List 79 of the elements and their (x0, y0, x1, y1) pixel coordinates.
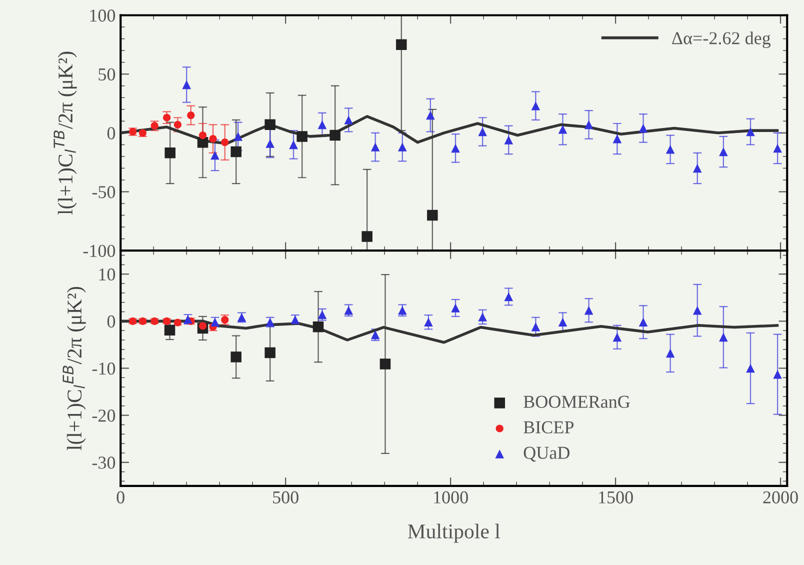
point (312, 321, 324, 332)
point (773, 144, 782, 153)
point (692, 164, 702, 173)
point (197, 136, 208, 148)
x-tick-label: 0 (116, 491, 124, 504)
point (558, 124, 568, 134)
point (504, 136, 514, 144)
point (162, 114, 171, 122)
point (666, 144, 675, 154)
point (773, 370, 782, 379)
point (230, 352, 242, 362)
point (182, 80, 191, 90)
y-tick-label: 50 (98, 68, 116, 81)
x-tick-label: 1000 (434, 491, 468, 504)
y-tick-label: -30 (92, 456, 116, 469)
y-axis-title: l(l+1)C$_{l}$$^{TB}$/2π (μK²) (54, 52, 77, 215)
y-tick-label: 10 (99, 268, 116, 281)
legend-label: QUaD (524, 446, 570, 462)
point (719, 332, 728, 342)
point (362, 231, 372, 242)
y-tick-label: 0 (107, 315, 116, 328)
point (531, 101, 540, 110)
point (380, 358, 391, 370)
point (289, 140, 298, 150)
point (210, 150, 220, 160)
legend-label: Δα=-2.62 deg (672, 32, 771, 48)
point (198, 131, 207, 140)
point (638, 124, 648, 133)
point (264, 119, 276, 130)
point (330, 130, 340, 141)
y-tick-label: -50 (92, 186, 116, 198)
point (638, 318, 648, 327)
point (396, 39, 407, 50)
point (264, 347, 276, 358)
point (612, 134, 622, 144)
y-tick-label: -20 (92, 410, 116, 422)
point (221, 138, 229, 146)
point (746, 127, 755, 136)
point (424, 318, 433, 327)
x-axis-title: Multipole l (408, 524, 500, 543)
point (584, 120, 594, 130)
point (234, 132, 242, 141)
point (209, 134, 217, 143)
point (370, 142, 380, 152)
y-tick-label: -100 (83, 244, 116, 258)
point (478, 312, 487, 322)
point (451, 304, 460, 312)
point (164, 148, 176, 158)
point (187, 111, 195, 120)
point (612, 332, 622, 342)
y-tick-label: -10 (92, 362, 116, 375)
point (427, 210, 438, 221)
point (344, 116, 353, 124)
point (692, 306, 702, 315)
legend-label: BOOMERanG (524, 396, 630, 408)
point (398, 142, 407, 152)
point (198, 322, 207, 330)
point (504, 292, 514, 302)
y-tick-label: 100 (90, 10, 116, 22)
x-tick-label: 1500 (599, 491, 633, 504)
point (451, 144, 460, 153)
point (558, 318, 568, 327)
point (531, 322, 540, 332)
point (296, 131, 308, 142)
y-axis-title: l(l+1)C$_{l}$$^{EB}$/2π (μK²) (62, 286, 86, 450)
x-tick-label: 2000 (763, 491, 798, 504)
point (746, 364, 755, 373)
x-tick-label: 500 (273, 491, 298, 504)
y-tick-label: 0 (107, 127, 116, 140)
point (584, 306, 594, 315)
point (719, 147, 728, 156)
point (266, 139, 274, 148)
point (426, 110, 435, 120)
point (478, 127, 487, 136)
point (666, 348, 675, 358)
point (230, 146, 242, 158)
point (318, 120, 327, 130)
point (174, 120, 182, 128)
legend-label: BICEP (524, 421, 574, 434)
